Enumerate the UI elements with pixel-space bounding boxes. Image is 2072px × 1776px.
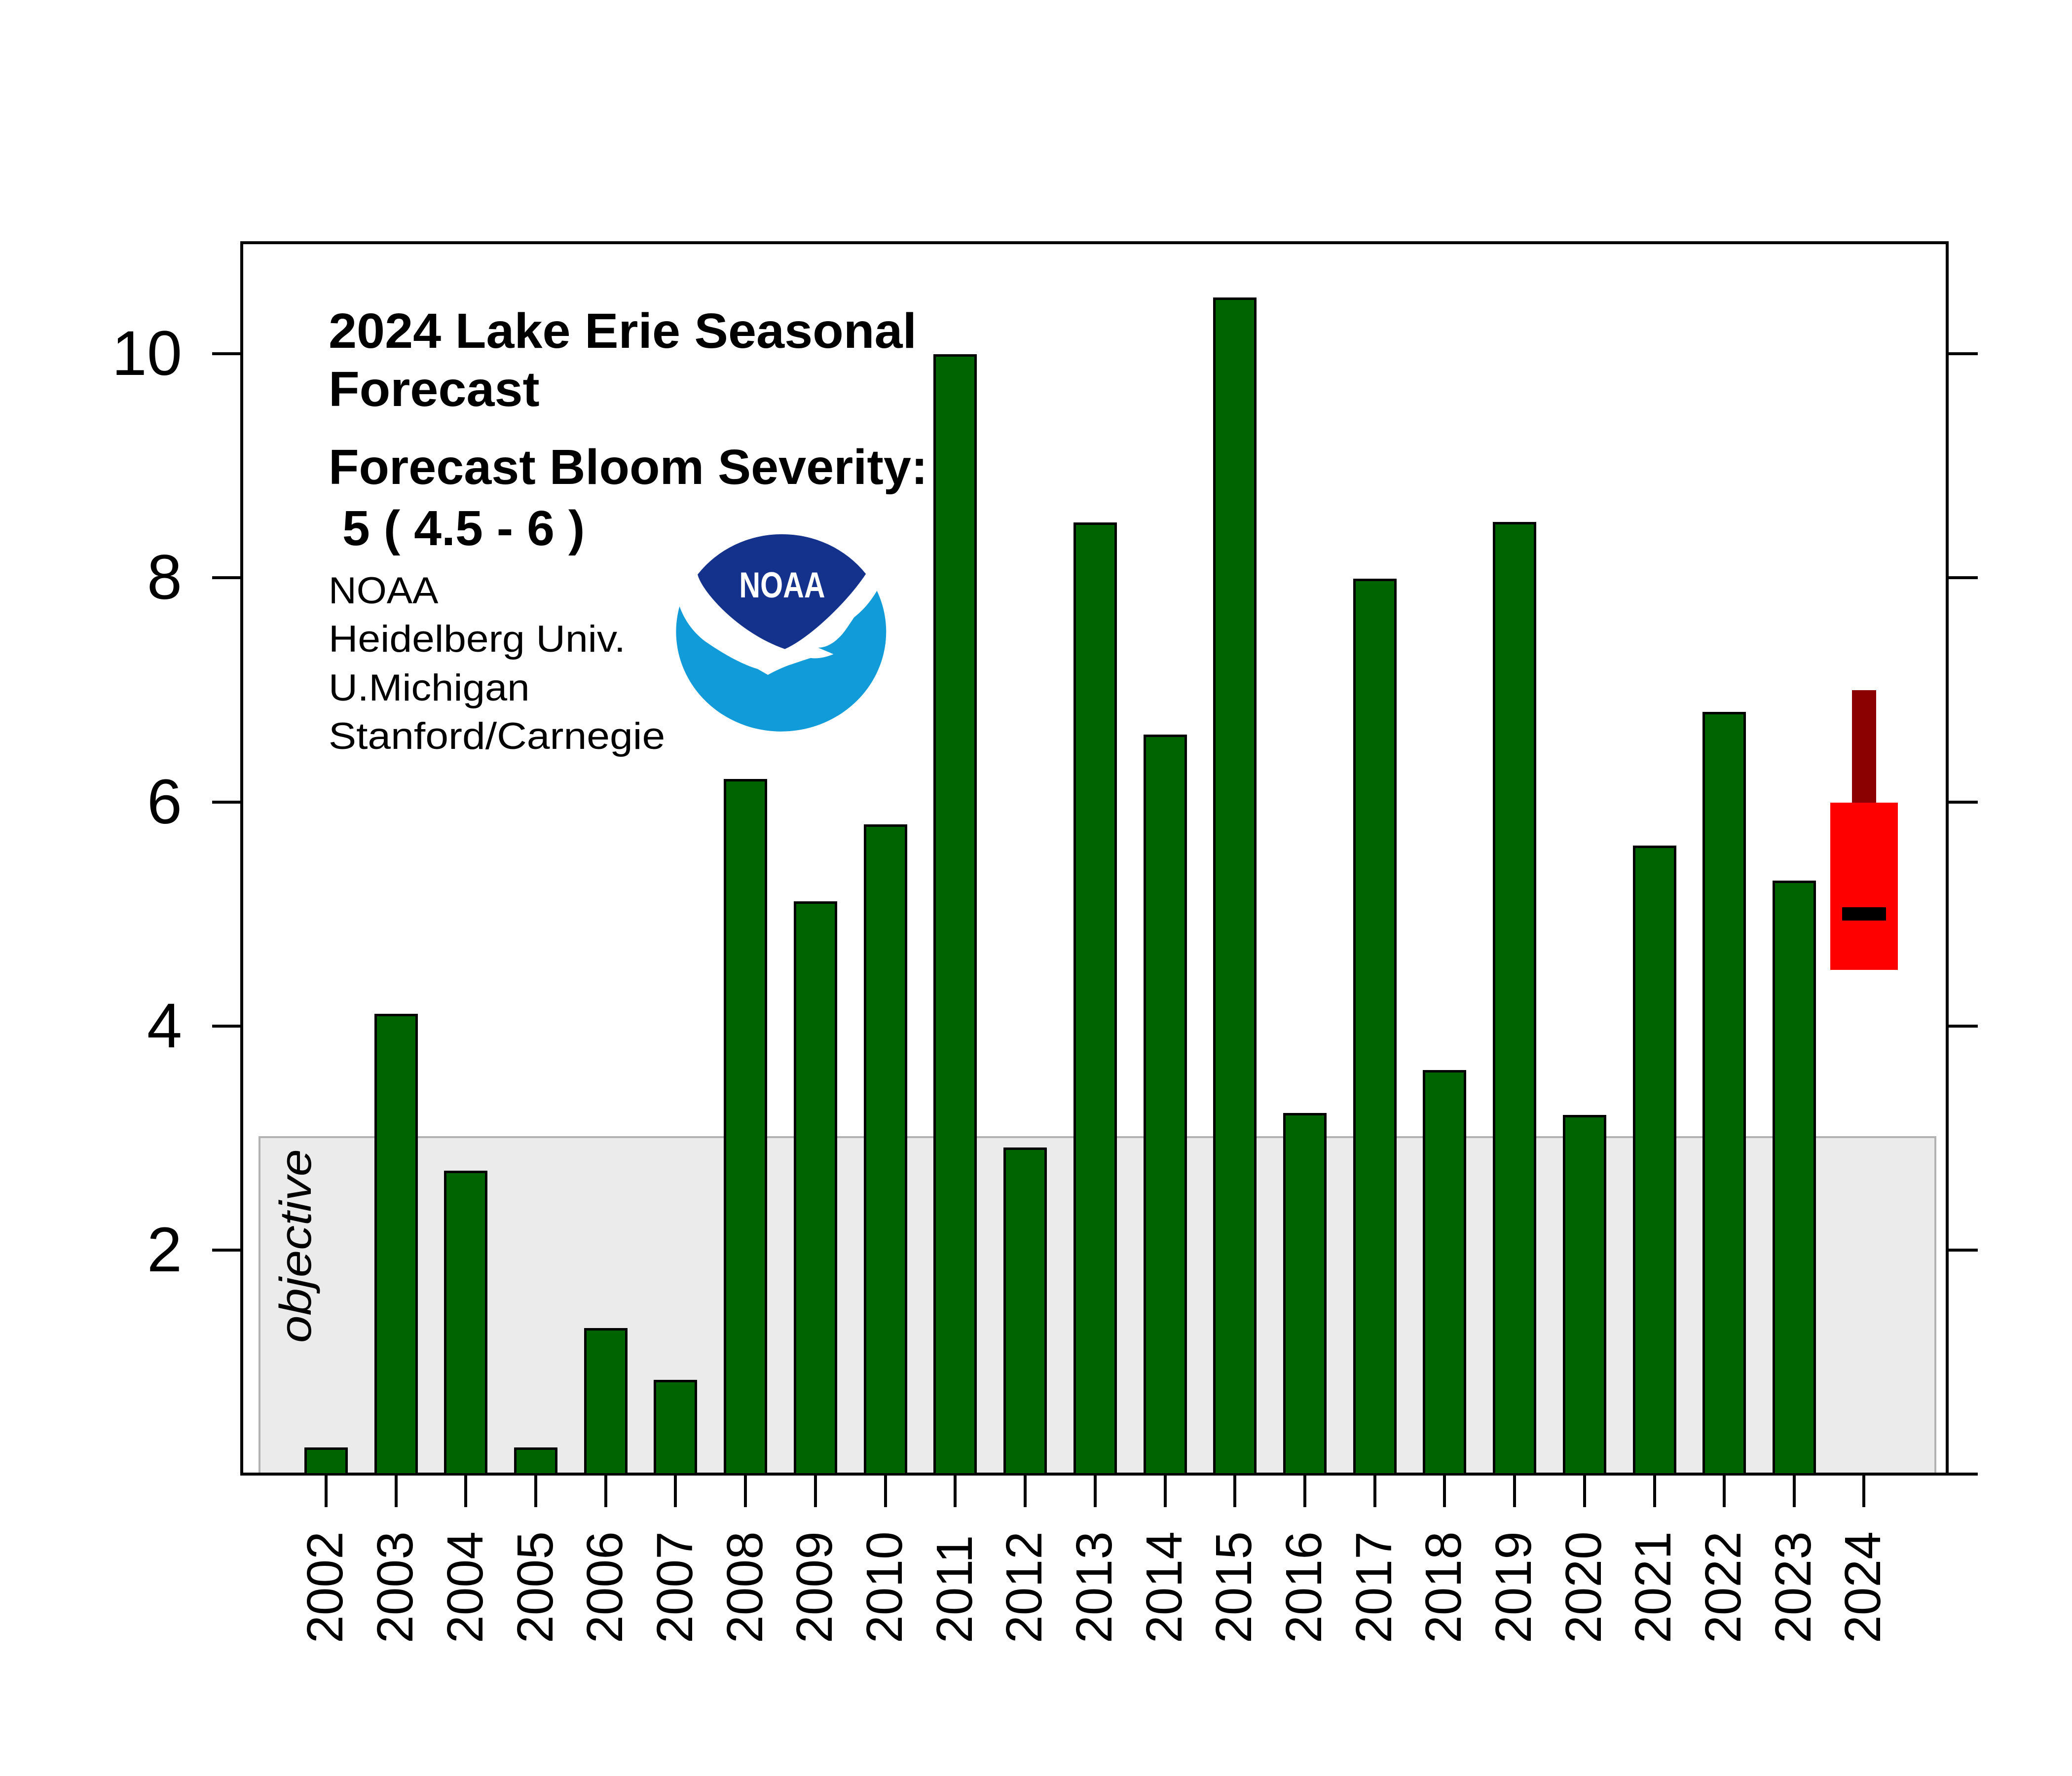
svg-text:NOAA: NOAA (739, 565, 825, 605)
